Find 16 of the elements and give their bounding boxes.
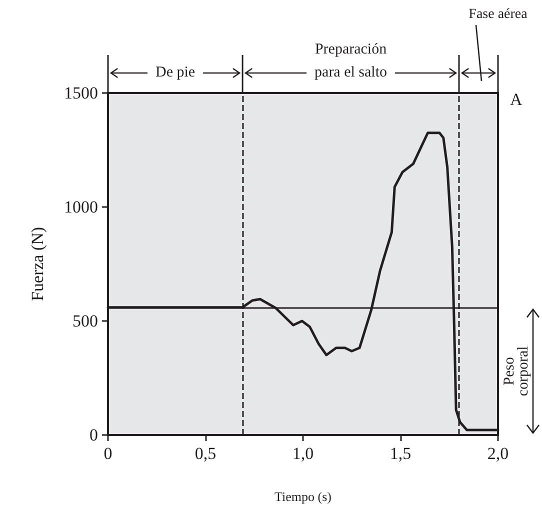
text: Preparación para el salto — [314, 41, 388, 80]
text: Fase aérea — [468, 7, 528, 22]
text: De pie — [155, 64, 196, 80]
x-tick-label: 1,0 — [292, 444, 314, 463]
y-tick-label: 1500 — [64, 84, 98, 102]
y-axis-title: Fuerza (N) — [28, 226, 47, 302]
y-tick-label: 1000 — [64, 198, 98, 216]
text: A — [510, 90, 523, 109]
x-tick-label: 1,5 — [390, 444, 412, 463]
x-tick-label: 0 — [104, 444, 112, 463]
y-tick-label: 500 — [72, 312, 98, 330]
x-axis-title: Tiempo (s) — [274, 489, 332, 504]
x-tick-label: 2,0 — [487, 444, 509, 463]
y-tick-label: 0 — [90, 426, 98, 444]
x-tick-label: 0,5 — [194, 444, 216, 463]
text: Peso corporal — [501, 346, 532, 396]
